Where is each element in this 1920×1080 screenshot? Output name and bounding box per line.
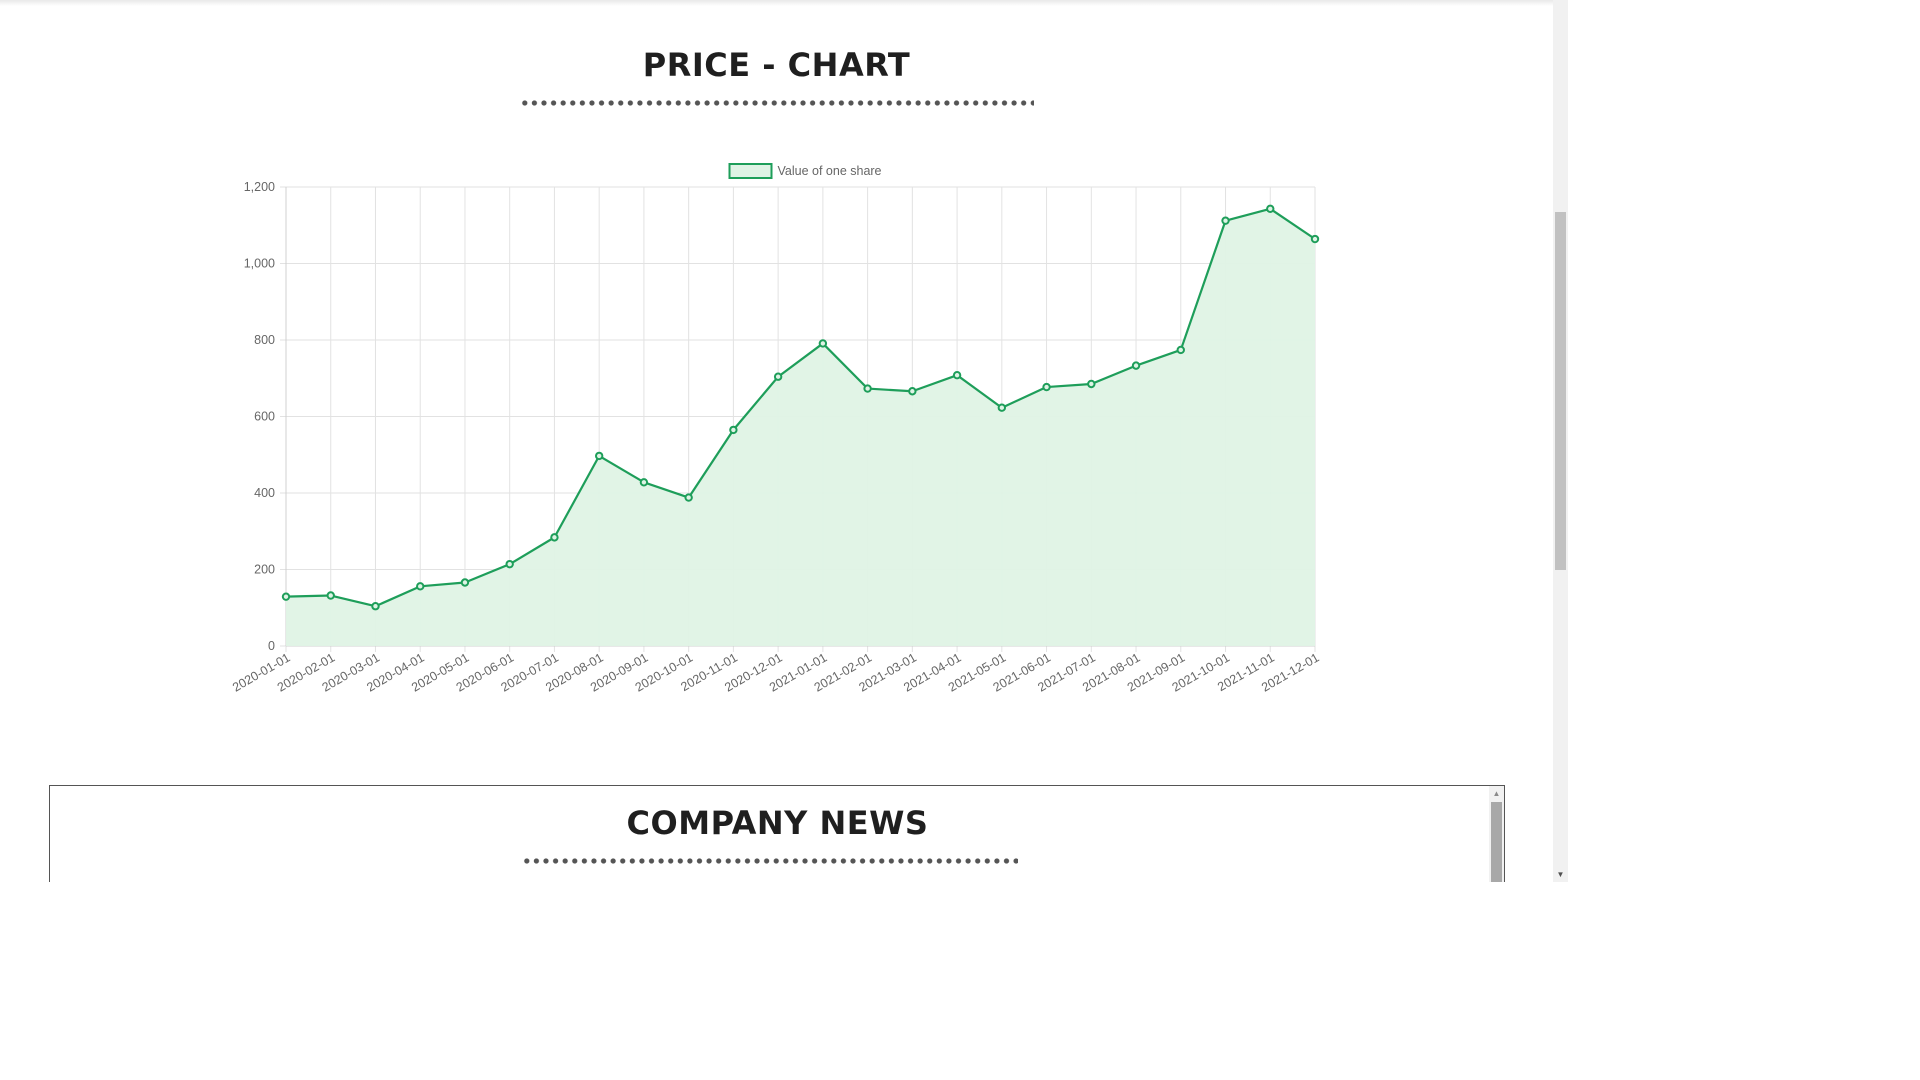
y-tick-label: 200 [254, 563, 275, 577]
legend: Value of one share [728, 163, 882, 179]
data-point [1266, 204, 1275, 214]
page-scroll-down-icon[interactable]: ▼ [1556, 870, 1565, 879]
data-point [773, 372, 783, 381]
data-point [281, 592, 291, 601]
data-point [1042, 382, 1051, 392]
x-axis-ticks: 2020-01-012020-02-012020-03-012020-04-01… [230, 650, 1321, 694]
data-point [997, 403, 1007, 412]
legend-swatch [728, 163, 773, 179]
y-tick-label: 0 [268, 639, 275, 653]
company-news-panel[interactable]: COMPANY NEWS ▲ [49, 785, 1505, 882]
series-points [281, 204, 1320, 611]
price-chart: 0 200 400 600 800 1,000 1,200 2020-01-012020-02… [230, 163, 1322, 695]
header-shadow [0, 0, 1553, 6]
data-point [684, 493, 693, 502]
page-scrollbar[interactable]: ▼ [1553, 0, 1568, 882]
price-chart-title: PRICE - CHART [642, 46, 911, 84]
data-point [818, 339, 828, 348]
data-point [908, 387, 917, 396]
data-point [371, 602, 380, 611]
news-scroll-thumb[interactable] [1491, 802, 1502, 882]
page: PRICE - CHART 0 200 400 600 800 1,000 1,200 202… [0, 0, 1568, 882]
title-dotted-divider [520, 100, 1034, 106]
data-point [952, 370, 962, 380]
news-scroll-up-icon[interactable]: ▲ [1492, 789, 1501, 798]
data-point [1176, 345, 1185, 355]
y-tick-label: 1,200 [244, 180, 275, 194]
data-point [550, 533, 559, 542]
series-area [286, 208, 1315, 647]
data-point [1310, 234, 1320, 244]
news-scrollbar[interactable]: ▲ [1489, 786, 1504, 882]
y-tick-label: 600 [254, 410, 275, 424]
data-point [639, 478, 649, 487]
data-point [1131, 361, 1141, 370]
data-point [863, 384, 872, 393]
news-dotted-divider [522, 858, 1018, 864]
company-news-title: COMPANY NEWS [626, 804, 929, 842]
page-scroll-thumb[interactable] [1555, 212, 1566, 570]
legend-label: Value of one share [778, 164, 882, 178]
data-point [1221, 216, 1230, 225]
data-point [594, 451, 604, 461]
y-tick-label: 1,000 [244, 257, 275, 271]
y-tick-label: 800 [254, 333, 275, 347]
data-point [416, 582, 425, 591]
data-point [460, 578, 470, 587]
y-axis-ticks: 0 200 400 600 800 1,000 1,200 [244, 180, 275, 653]
y-tick-label: 400 [254, 486, 275, 500]
data-point [326, 591, 335, 600]
series-line [285, 207, 1316, 608]
data-point [1087, 379, 1096, 389]
data-point [505, 559, 514, 569]
data-point [729, 425, 738, 435]
